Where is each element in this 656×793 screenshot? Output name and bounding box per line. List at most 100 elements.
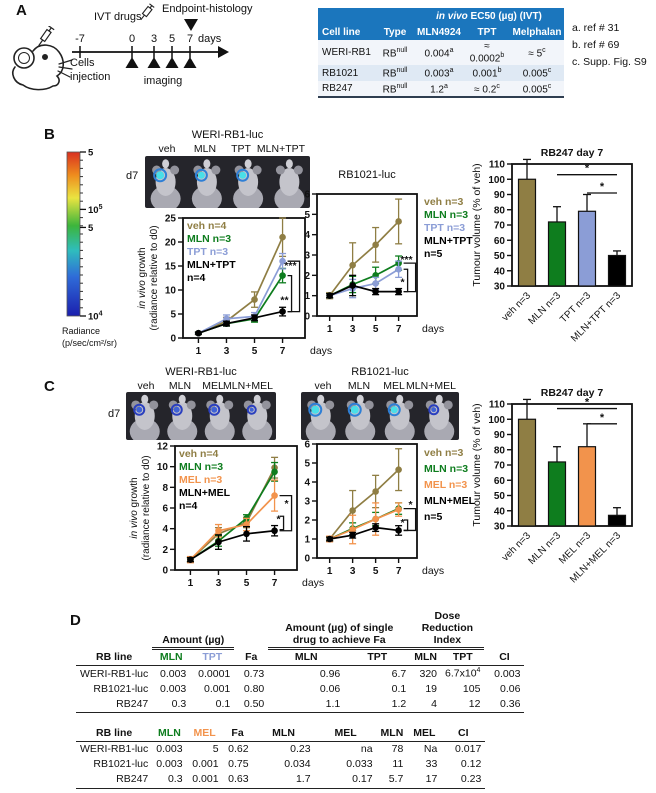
ec50-cell: 0.004a (414, 40, 464, 66)
column-header: MLN (152, 648, 191, 667)
svg-text:Tumour volume (% of veh): Tumour volume (% of veh) (471, 163, 483, 286)
table-cell: 19 (425, 683, 438, 695)
table-cell: 0.36 (484, 697, 525, 714)
ec50-row: RB247 RBnull 1.2a ≈ 0.2c 0.005c (318, 81, 564, 98)
strip-drug-label: MEL (383, 380, 405, 392)
svg-text:MLN+MEL: MLN+MEL (424, 495, 476, 507)
ec50-col-header: TPT (464, 24, 510, 40)
data-point (395, 265, 402, 273)
data-point (349, 507, 356, 514)
significance-bracket (403, 268, 409, 293)
ec50-cell: 0.005c (510, 81, 564, 98)
svg-text:7: 7 (280, 346, 286, 357)
strip-drug-label: MLN (193, 143, 217, 155)
svg-text:0: 0 (304, 312, 310, 323)
table-cell: 4 (410, 697, 442, 714)
svg-text:5: 5 (304, 210, 310, 221)
svg-text:5: 5 (373, 324, 379, 335)
data-point (215, 538, 222, 546)
data-point (271, 527, 278, 535)
series-combo (194, 306, 287, 337)
table-cell: 0.003 (494, 667, 521, 680)
svg-text:1: 1 (327, 566, 333, 577)
table-cell: 320 (419, 667, 438, 680)
data-point (372, 515, 379, 523)
data-point (279, 257, 286, 265)
svg-text:0: 0 (162, 566, 168, 577)
table-cell: 0.3 (152, 697, 191, 714)
luminescence-spot (153, 168, 168, 183)
svg-text:80: 80 (494, 445, 506, 456)
svg-text:3: 3 (224, 346, 230, 357)
radiance-colorscale: 5 105 5 104 Radiance (p/sec/cm²/sr) (60, 144, 138, 361)
table-row: RB1021-luc 0.003 0.001 0.75 0.034 0.033 11 33 0.… (76, 757, 485, 772)
table-cell: RB1021-luc (93, 683, 149, 695)
significance-bracket (403, 519, 409, 532)
table-cell: 0.0001 (198, 667, 231, 680)
note-a: a. ref # 31 (572, 22, 620, 34)
svg-text:*: * (600, 412, 605, 424)
column-header: TPT (190, 648, 235, 667)
svg-text:-7: -7 (75, 33, 85, 45)
data-point (349, 261, 356, 269)
table-cell: 1.2 (344, 697, 411, 714)
svg-text:*: * (284, 498, 289, 510)
svg-text:MEL n=3: MEL n=3 (424, 479, 467, 491)
svg-text:TPT n=3: TPT n=3 (187, 246, 228, 258)
svg-text:50: 50 (494, 491, 506, 502)
svg-text:*: * (276, 513, 281, 525)
data-point (215, 527, 222, 535)
imaging-triangle (147, 57, 161, 68)
data-point (279, 233, 286, 241)
svg-text:MLN+TPT: MLN+TPT (187, 259, 236, 271)
column-header: Fa (234, 648, 269, 667)
ec50-cell: RB247 (318, 81, 376, 98)
significance-bracket (403, 507, 417, 532)
svg-text:5: 5 (373, 566, 379, 577)
svg-text:n=5: n=5 (424, 511, 443, 523)
column-header: TPT (344, 648, 411, 667)
svg-text:110: 110 (489, 400, 506, 411)
group-header-dri: Dose Reduction Index (410, 610, 485, 651)
ec50-cell: 0.001b (464, 65, 510, 82)
data-point (279, 308, 286, 315)
group-header-amount: Amount (µg) (152, 610, 235, 651)
svg-text:4: 4 (162, 524, 168, 535)
bar-mln (547, 461, 567, 527)
ec50-title: in vivo EC50 (µg) (IVT) (414, 8, 564, 24)
chart-svg-c_bar: RB247 day 7 30 40 50 60 70 80 90 100 110 Tumour vo… (471, 387, 633, 585)
table-cell: 6.7x104 (445, 667, 481, 680)
table-cell: 1.7 (252, 772, 315, 789)
luminescence-spot (347, 402, 362, 417)
panel-c-label: C (44, 378, 55, 395)
column-header: RB line (76, 648, 153, 667)
svg-text:30: 30 (494, 522, 506, 533)
data-point (349, 531, 356, 539)
panel-a-label: A (16, 2, 27, 19)
significance-bracket (279, 515, 285, 531)
svg-text:3: 3 (151, 33, 157, 45)
svg-text:(radiance relative to d0): (radiance relative to d0) (141, 455, 152, 560)
svg-text:*: * (585, 397, 590, 409)
dtab2-grid: RB line MLN MEL Fa MLN MEL MLN MEL CI WERI-RB1-lu… (76, 726, 486, 789)
table-cell: 0.033 (346, 758, 373, 771)
ec50-table: in vivo EC50 (µg) (IVT) Cell line Type MLN4… (318, 8, 564, 99)
svg-text:6: 6 (304, 440, 310, 451)
ivt-timeline: -7 0 3 5 7 days IVT drugs Endpoint-histology Cel… (64, 0, 318, 117)
svg-text:***: *** (400, 254, 413, 266)
table-cell: 0.1 (391, 683, 407, 695)
data-point (372, 288, 379, 295)
group-header-single: Amount (µg) of single drug to achieve Fa (268, 610, 411, 651)
svg-text:6: 6 (162, 504, 168, 515)
column-header: MEL (186, 726, 223, 743)
luminescence-spot (236, 168, 250, 182)
svg-text:1: 1 (304, 535, 310, 546)
data-point (326, 535, 333, 543)
table-cell: 1.1 (268, 697, 345, 714)
svg-text:4: 4 (304, 230, 310, 241)
luminescence-spot (387, 403, 401, 417)
column-header: MEL (407, 726, 442, 743)
luminescence-spot (194, 168, 208, 182)
strip-drug-label: veh (137, 380, 155, 392)
